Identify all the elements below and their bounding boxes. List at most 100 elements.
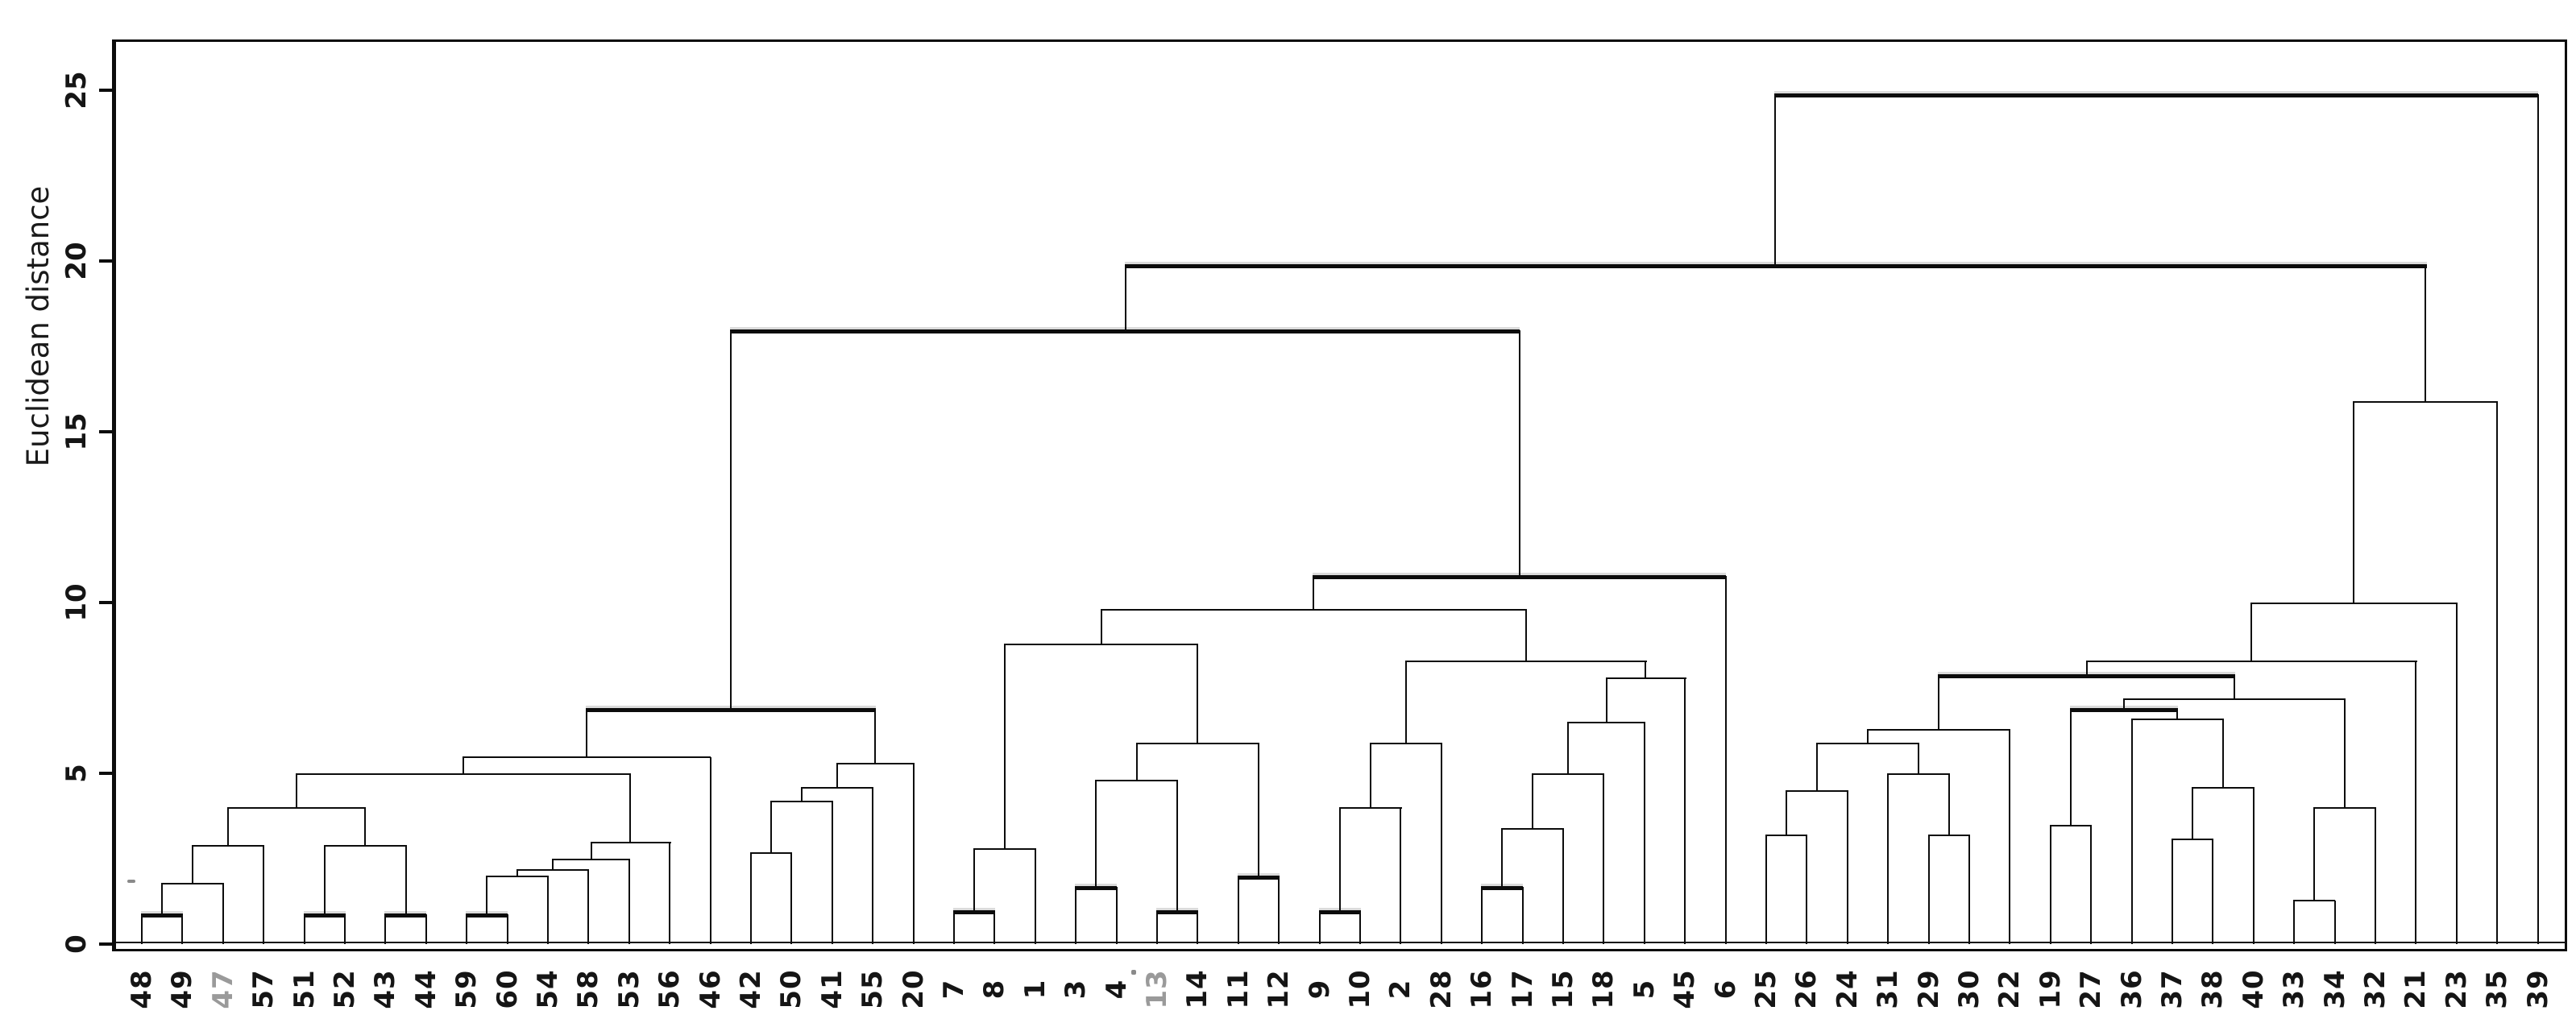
- merge-bar: [2313, 807, 2376, 809]
- merge-stem: [1313, 576, 1314, 610]
- merge-bar: [324, 845, 407, 847]
- y-tick-label: 10: [60, 583, 93, 622]
- merge-stem: [2293, 901, 2295, 944]
- merge-stem: [161, 884, 163, 914]
- y-tick-mark: [99, 601, 113, 604]
- leaf-label-51: 51: [288, 969, 321, 1009]
- leaf-label-48: 48: [126, 969, 158, 1009]
- merge-bar: [2086, 661, 2417, 662]
- merge-stem: [516, 870, 518, 876]
- leaf-label-40: 40: [2237, 969, 2270, 1009]
- merge-stem: [1101, 610, 1102, 644]
- merge-stem: [1075, 887, 1076, 944]
- merge-bar: [2192, 787, 2255, 789]
- leaf-label-3: 3: [1060, 979, 1093, 1000]
- leaf-label-32: 32: [2359, 969, 2391, 1009]
- merge-bar: [1136, 743, 1259, 744]
- merge-bar: [586, 708, 876, 712]
- merge-stem: [1562, 829, 1564, 944]
- leaf-label-13: 13: [1141, 969, 1173, 1009]
- merge-stem: [1887, 774, 1889, 944]
- merge-stem: [2131, 719, 2133, 944]
- y-axis-title: Euclidean distance: [21, 185, 56, 467]
- merge-stem: [1684, 678, 1686, 944]
- merge-stem: [2050, 826, 2051, 944]
- leaf-label-36: 36: [2115, 969, 2148, 1009]
- leaf-label-27: 27: [2075, 969, 2108, 1009]
- merge-stem: [304, 914, 305, 944]
- merge-bar: [1816, 743, 1919, 744]
- leaf-label-33: 33: [2278, 969, 2311, 1009]
- merge-stem: [2090, 826, 2092, 944]
- leaf-label-37: 37: [2156, 969, 2188, 1009]
- merge-bar: [1867, 729, 2010, 731]
- leaf-label-9: 9: [1303, 979, 1336, 1000]
- merge-bar: [2050, 825, 2092, 826]
- leaf-label-21: 21: [2400, 969, 2433, 1009]
- merge-stem: [1968, 835, 1970, 944]
- merge-stem: [913, 764, 915, 944]
- merge-bar: [1004, 644, 1198, 645]
- merge-bar: [1567, 722, 1645, 723]
- leaf-label-8: 8: [978, 979, 1011, 1000]
- leaf-label-31: 31: [1872, 969, 1905, 1009]
- merge-stem: [836, 764, 838, 788]
- merge-bar: [1075, 886, 1117, 890]
- leaf-label-49: 49: [166, 969, 199, 1009]
- leaf-label-10: 10: [1344, 969, 1376, 1009]
- merge-stem: [2123, 699, 2125, 709]
- merge-stem: [1197, 911, 1198, 944]
- merge-stem: [324, 846, 326, 914]
- leaf-label-14: 14: [1181, 969, 1214, 1009]
- merge-stem: [507, 914, 508, 944]
- leaf-label-30: 30: [1953, 969, 1985, 1009]
- merge-bar: [1238, 876, 1280, 880]
- merge-stem: [1567, 723, 1569, 774]
- leaf-label-12: 12: [1263, 969, 1296, 1009]
- merge-bar: [953, 910, 995, 914]
- merge-stem: [1816, 744, 1818, 791]
- merge-stem: [1359, 911, 1361, 944]
- merge-stem: [1004, 644, 1006, 849]
- merge-stem: [2070, 709, 2072, 826]
- leaf-label-58: 58: [572, 969, 605, 1009]
- merge-stem: [1525, 610, 1527, 661]
- leaf-label-4: 4: [1100, 979, 1133, 1000]
- merge-stem: [1786, 791, 1787, 835]
- merge-bar: [1532, 773, 1604, 775]
- merge-bar: [466, 913, 508, 918]
- right-spine: [2565, 39, 2567, 951]
- merge-stem: [2375, 808, 2376, 944]
- merge-stem: [1644, 723, 1645, 944]
- bottom-spine: [112, 949, 2567, 951]
- merge-stem: [192, 846, 193, 884]
- merge-stem: [1176, 781, 1178, 911]
- leaf-label-1: 1: [1018, 979, 1052, 1000]
- merge-stem: [2172, 839, 2173, 944]
- merge-stem: [750, 853, 752, 944]
- leaf-label-25: 25: [1750, 969, 1782, 1009]
- merge-stem: [2234, 675, 2235, 699]
- merge-bar: [1101, 609, 1527, 611]
- merge-stem: [181, 914, 183, 944]
- merge-bar: [552, 859, 630, 860]
- zero-baseline: [114, 942, 2567, 943]
- merge-stem: [1156, 911, 1158, 944]
- merge-bar: [1786, 790, 1848, 792]
- merge-stem: [486, 876, 487, 914]
- merge-stem: [384, 914, 386, 944]
- merge-stem: [790, 853, 792, 944]
- merge-stem: [1774, 94, 1776, 265]
- scan-speck: [127, 880, 135, 883]
- merge-stem: [1405, 661, 1407, 744]
- leaf-label-44: 44: [409, 969, 442, 1009]
- merge-bar: [1156, 910, 1198, 914]
- leaf-label-19: 19: [2034, 969, 2067, 1009]
- leaf-label-57: 57: [247, 969, 280, 1009]
- merge-stem: [2192, 788, 2193, 839]
- merge-stem: [1278, 876, 1280, 944]
- y-tick-mark: [99, 89, 113, 92]
- merge-stem: [1116, 887, 1118, 944]
- merge-stem: [710, 757, 711, 944]
- merge-bar: [1319, 910, 1361, 914]
